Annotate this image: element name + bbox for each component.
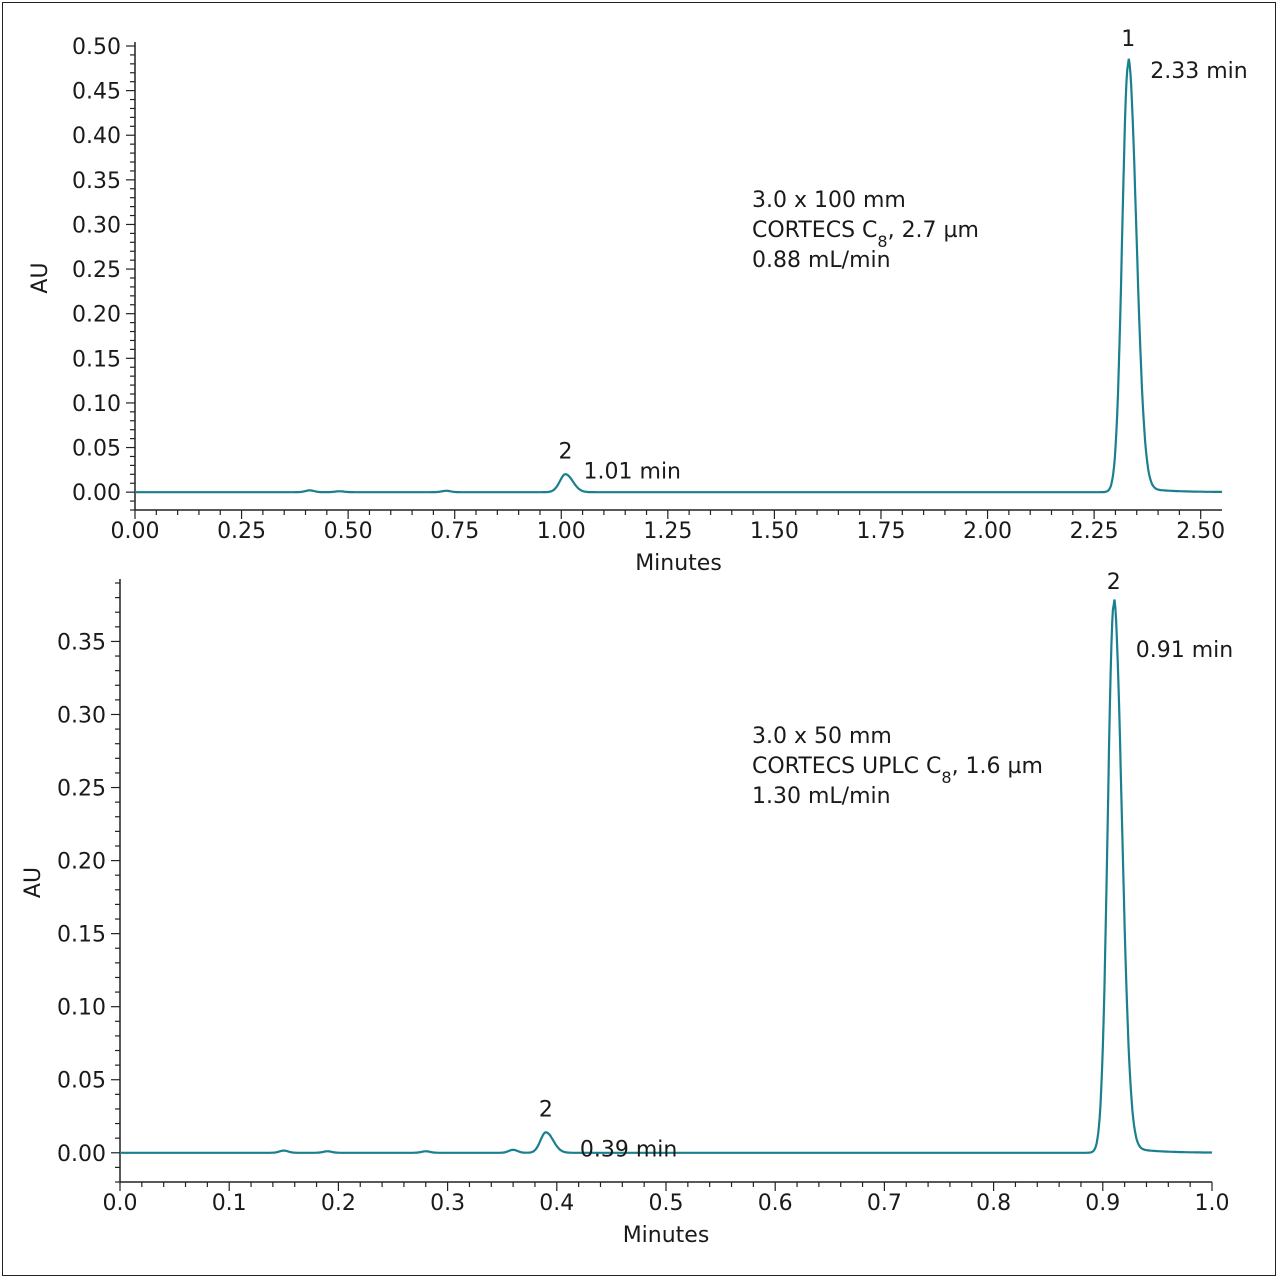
x-tick-label: 0.9: [1085, 1191, 1120, 1216]
x-tick-label: 0.2: [321, 1191, 356, 1216]
x-tick-label: 0.1: [212, 1191, 247, 1216]
peak-time-label: 2.33 min: [1150, 59, 1247, 84]
peak-number-label: 2: [539, 1097, 553, 1122]
chromatogram-trace: [135, 58, 1223, 494]
x-tick-label: 0.0: [103, 1191, 138, 1216]
y-tick-label: 0.35: [57, 630, 106, 655]
y-tick-label: 0.25: [72, 258, 121, 283]
y-tick-label: 0.00: [72, 481, 121, 506]
y-tick-label: 0.15: [57, 923, 106, 948]
peak-time-label: 0.39 min: [580, 1137, 677, 1162]
y-tick-label: 0.35: [72, 169, 121, 194]
chromatogram-trace: [120, 599, 1213, 1154]
x-tick-label: 2.25: [1070, 519, 1119, 544]
chromatogram-1: 0.00 0.25 0.50 0.75 1.00 1.25 1.50 1.75 2.00 2.25…: [28, 27, 1248, 576]
y-tick-label: 0.30: [72, 213, 121, 238]
x-tick-label: 0.00: [111, 519, 160, 544]
x-tick-label: 0.50: [324, 519, 373, 544]
y-axis-title: AU: [28, 262, 53, 293]
x-axis-title: Minutes: [635, 551, 722, 576]
y-tick-label: 0.00: [57, 1142, 106, 1167]
x-tick-label: 1.50: [750, 519, 799, 544]
y-tick-label: 0.10: [57, 996, 106, 1021]
y-tick-label: 0.10: [72, 392, 121, 417]
x-tick-label: 2.50: [1176, 519, 1225, 544]
x-tick-label: 0.4: [539, 1191, 574, 1216]
y-axis-title: AU: [21, 867, 46, 898]
column-annotation-line: CORTECS C8, 2.7 µm: [752, 218, 979, 251]
x-tick-label: 0.75: [430, 519, 479, 544]
y-tick-label: 0.50: [72, 35, 121, 60]
x-tick-label: 0.6: [758, 1191, 793, 1216]
column-annotation-line: 3.0 x 50 mm: [752, 724, 892, 749]
chromatogram-2: 0.0 0.1 0.2 0.3 0.4 0.5 0.6 0.7 0.8 0.9 1.0 Minutes…: [21, 570, 1233, 1248]
x-tick-label: 0.5: [649, 1191, 684, 1216]
y-tick-label: 0.20: [57, 850, 106, 875]
y-tick-label: 0.05: [72, 437, 121, 462]
peak-number-label: 2: [1107, 570, 1121, 595]
peak-time-label: 0.91 min: [1136, 638, 1233, 663]
y-tick-label: 0.15: [72, 347, 121, 372]
x-tick-label: 0.25: [217, 519, 266, 544]
column-annotation-line: CORTECS UPLC C8, 1.6 µm: [752, 754, 1043, 787]
x-tick-label: 1.0: [1195, 1191, 1230, 1216]
y-tick-label: 0.05: [57, 1069, 106, 1094]
y-tick-label: 0.45: [72, 80, 121, 105]
column-annotation-line: 1.30 mL/min: [752, 784, 891, 809]
y-tick-label: 0.40: [72, 124, 121, 149]
x-tick-label: 1.00: [537, 519, 586, 544]
peak-time-label: 1.01 min: [584, 459, 681, 484]
y-tick-label: 0.25: [57, 777, 106, 802]
column-annotation-line: 3.0 x 100 mm: [752, 188, 906, 213]
y-tick-label: 0.20: [72, 303, 121, 328]
peak-number-label: 1: [1121, 27, 1135, 52]
x-tick-label: 0.3: [430, 1191, 465, 1216]
peak-number-label: 2: [559, 439, 573, 464]
y-tick-label: 0.30: [57, 703, 106, 728]
x-tick-label: 1.25: [643, 519, 692, 544]
x-tick-label: 0.8: [976, 1191, 1011, 1216]
column-annotation-line: 0.88 mL/min: [752, 248, 891, 273]
x-tick-label: 0.7: [867, 1191, 902, 1216]
x-tick-label: 1.75: [856, 519, 905, 544]
x-tick-label: 2.00: [963, 519, 1012, 544]
x-axis-title: Minutes: [623, 1223, 710, 1248]
